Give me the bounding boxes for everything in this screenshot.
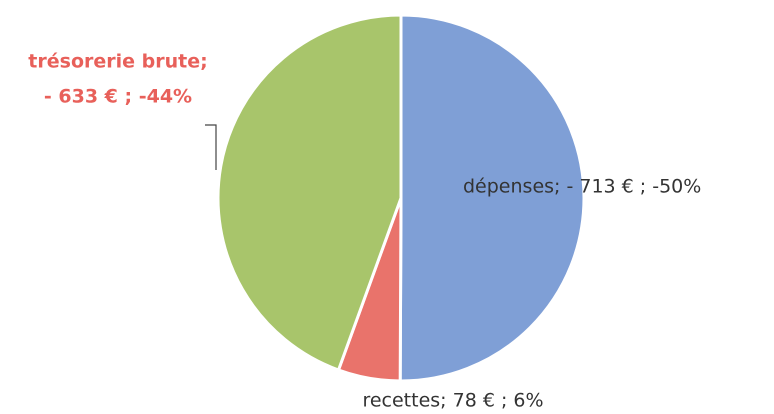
data-label: - 633 € ; -44% — [44, 86, 192, 108]
leader-line — [205, 124, 217, 170]
data-label: recettes; 78 € ; 6% — [362, 390, 543, 412]
pie-slice — [216, 13, 403, 372]
data-label: dépenses; - 713 € ; -50% — [463, 176, 701, 198]
pie-slice — [398, 13, 586, 383]
data-label: trésorerie brute; — [28, 51, 207, 73]
